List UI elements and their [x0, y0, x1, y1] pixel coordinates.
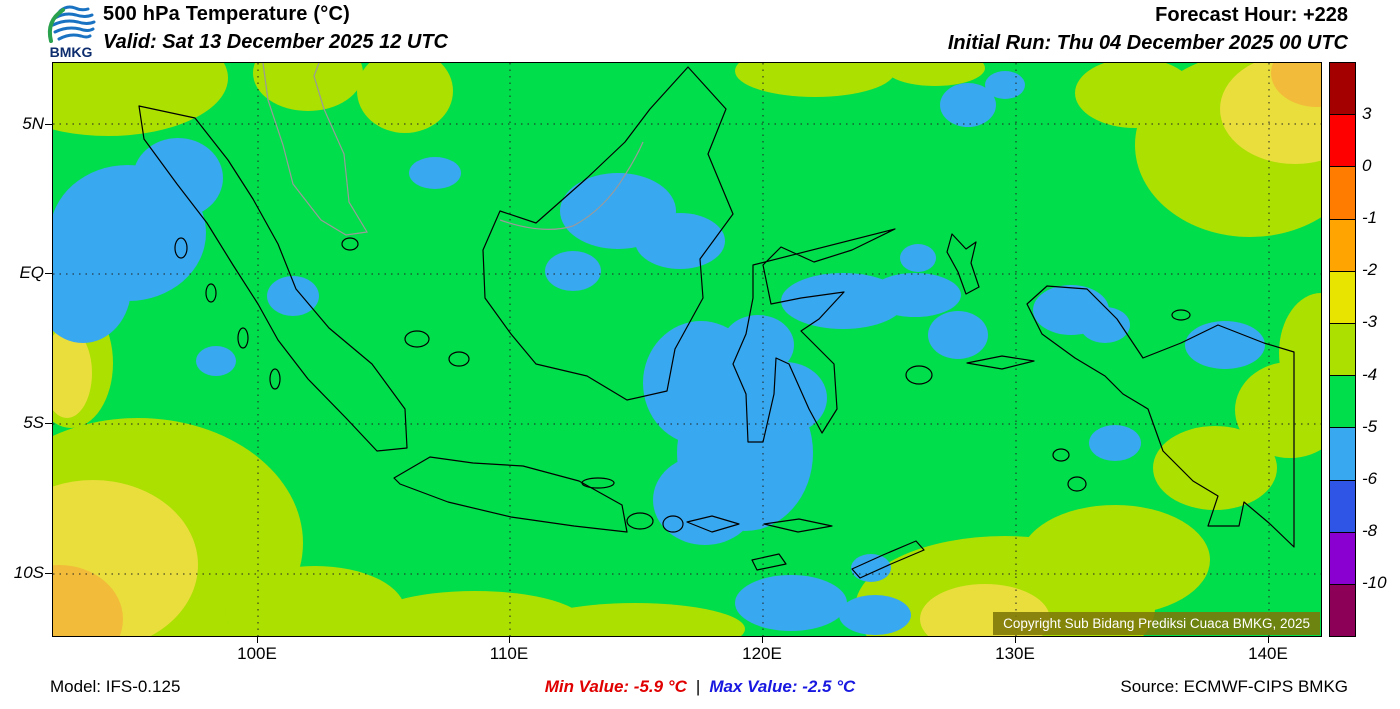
legend-tick-label: 3	[1362, 104, 1372, 124]
legend-color-segment	[1330, 583, 1355, 637]
model-label: Model: IFS-0.125	[50, 677, 181, 696]
lon-tick-label: 100E	[237, 644, 277, 663]
logo-wave-lines	[51, 5, 96, 41]
legend-color-segment	[1330, 63, 1355, 115]
min-value-label: Min Value: -5.9 °C	[544, 677, 687, 696]
lon-tick-label: 120E	[742, 644, 782, 663]
max-value-label: Max Value: -2.5 °C	[709, 677, 856, 696]
bmkg-logo-icon: BMKG	[47, 5, 96, 60]
legend-color-segment	[1330, 114, 1355, 167]
lat-tick-label: EQ	[19, 263, 44, 282]
lat-tick-label: 5N	[22, 114, 44, 133]
map-copyright: Copyright Sub Bidang Prediksi Cuaca BMKG…	[993, 612, 1320, 635]
minmax-separator: |	[695, 677, 701, 696]
lat-tick-mark	[45, 273, 52, 274]
legend-color-segment	[1330, 166, 1355, 219]
legend-bar	[1329, 62, 1356, 637]
lat-tick-label: 10S	[13, 563, 44, 582]
lon-tick-mark	[257, 636, 258, 643]
lat-tick-mark	[45, 124, 52, 125]
map-graphic	[53, 63, 1321, 636]
page-title: 500 hPa Temperature (°C)	[103, 3, 350, 25]
legend-color-segment	[1330, 479, 1355, 532]
minmax-values: Min Value: -5.9 °C | Max Value: -2.5 °C	[0, 677, 1400, 697]
legend-color-segment	[1330, 218, 1355, 271]
logo-green-arc	[47, 8, 65, 43]
lon-tick-label: 130E	[995, 644, 1035, 663]
legend-color-segment	[1330, 531, 1355, 584]
legend-tick-label: -2	[1362, 260, 1378, 280]
lat-tick-mark	[45, 423, 52, 424]
lat-tick-mark	[45, 573, 52, 574]
legend-color-segment	[1330, 427, 1355, 480]
gridlines	[53, 63, 1321, 636]
lon-tick-label: 140E	[1248, 644, 1288, 663]
lon-tick-mark	[1015, 636, 1016, 643]
legend-tick-label: -3	[1362, 312, 1378, 332]
temperature-field-warm	[53, 63, 1321, 636]
lat-tick-label: 5S	[23, 413, 44, 432]
source-label: Source: ECMWF-CIPS BMKG	[1120, 677, 1348, 696]
legend-tick-label: -1	[1362, 208, 1378, 228]
coastlines	[138, 66, 1295, 579]
valid-time-label: Valid: Sat 13 December 2025 12 UTC	[103, 31, 448, 53]
legend-color-segment	[1330, 322, 1355, 376]
legend-tick-label: 0	[1362, 156, 1372, 176]
legend-color-segment	[1330, 270, 1355, 323]
legend-tick-label: -5	[1362, 416, 1378, 436]
weather-map: Copyright Sub Bidang Prediksi Cuaca BMKG…	[52, 62, 1322, 637]
lon-tick-mark	[762, 636, 763, 643]
lon-tick-mark	[509, 636, 510, 643]
legend-tick-label: -10	[1362, 572, 1387, 592]
legend-tick-label: -4	[1362, 364, 1378, 384]
legend-tick-label: -6	[1362, 468, 1378, 488]
lon-tick-mark	[1268, 636, 1269, 643]
lon-tick-label: 110E	[489, 644, 529, 663]
legend-tick-label: -8	[1362, 520, 1378, 540]
temperature-field-cold	[53, 71, 1265, 635]
forecast-hour-label: Forecast Hour: +228	[1155, 4, 1348, 26]
legend-color-segment	[1330, 375, 1355, 428]
initial-run-label: Initial Run: Thu 04 December 2025 00 UTC	[947, 32, 1348, 54]
bmkg-logo-text: BMKG	[50, 44, 93, 60]
